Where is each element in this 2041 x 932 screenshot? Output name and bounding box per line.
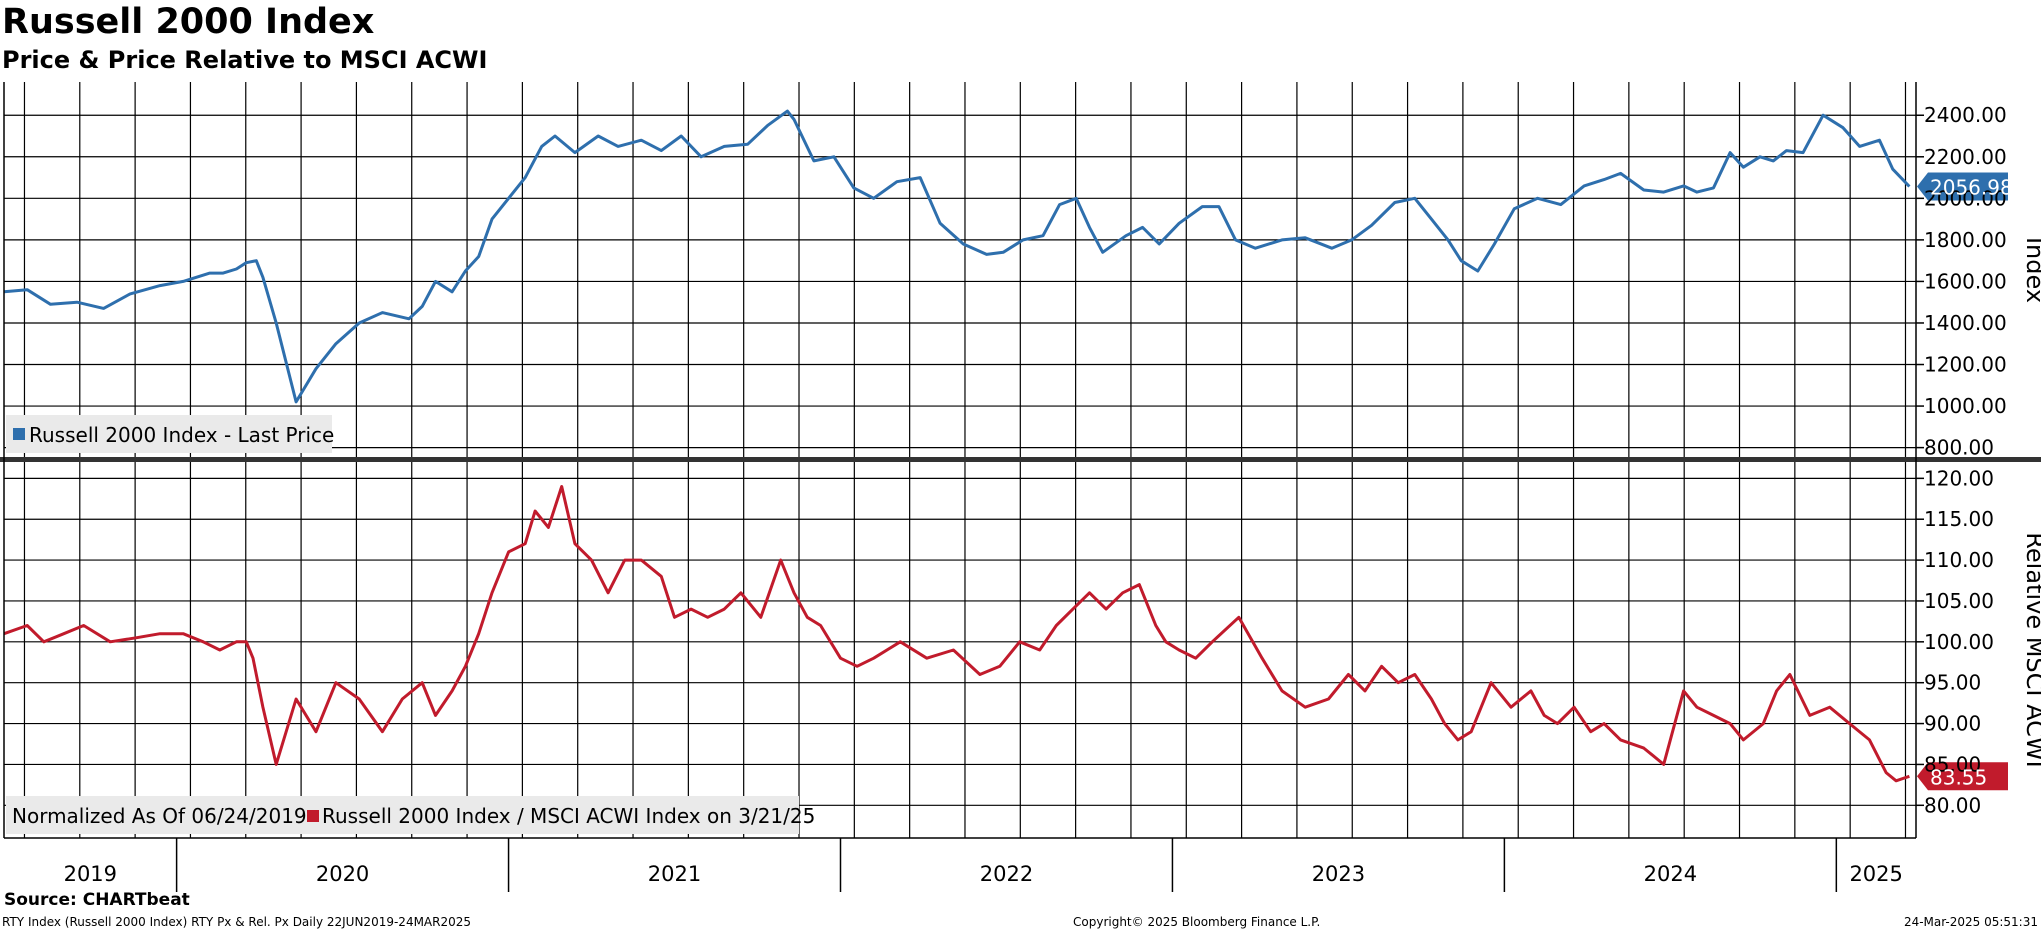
y-tick-label: 90.00 [1924,712,1981,736]
x-tick-label: 2019 [64,862,117,886]
relative-panel [3,477,2008,807]
footer-timestamp: 24-Mar-2025 05:51:31 [1903,915,2038,929]
x-tick-label: 2021 [648,862,701,886]
y-tick-label: 115.00 [1924,507,1994,531]
legend-normalized-note: Normalized As Of 06/24/2019 [12,804,307,828]
price-legend [6,415,332,453]
footer-series-info: RTY Index (Russell 2000 Index) RTY Px & … [2,915,472,929]
last-value-label: 83.55 [1930,765,1987,789]
x-tick-label: 2025 [1849,862,1902,886]
x-tick-label: 2022 [980,862,1033,886]
y-tick-label: 85.00 [1924,752,1981,776]
chart-title: Russell 2000 Index [2,2,375,42]
x-tick-label: 2024 [1644,862,1697,886]
y-tick-label: 2400.00 [1924,103,2007,127]
y-tick-label: 1000.00 [1924,394,2007,418]
legend-label: Russell 2000 Index / MSCI ACWI Index on … [322,804,815,828]
y-tick-label: 100.00 [1924,630,1994,654]
y-tick-label: 110.00 [1924,548,1994,572]
y-tick-label: 1400.00 [1924,311,2007,335]
legend-background [6,796,799,834]
last-value-tag [1917,172,2008,201]
chart-subtitle: Price & Price Relative to MSCI ACWI [2,46,488,74]
y-tick-label: 1800.00 [1924,228,2007,252]
y-tick-label: 2000.00 [1924,186,2007,210]
price-series-line [3,109,1911,404]
y-tick-label: 80.00 [1924,793,1981,817]
legend-background [6,415,332,453]
legend-swatch [13,428,25,440]
relative-legend [6,796,799,834]
legend-label: Russell 2000 Index - Last Price [29,423,334,447]
x-axis [175,838,1838,892]
last-value-tag [1917,762,2008,791]
y-tick-label: 1200.00 [1924,353,2007,377]
panel-divider [0,457,2041,462]
x-tick-label: 2020 [316,862,369,886]
y-tick-label: 800.00 [1924,436,1994,460]
y-tick-label: 95.00 [1924,671,1981,695]
x-tick-label: 2023 [1312,862,1365,886]
source-note: Source: CHARTbeat [4,890,190,910]
last-value-label: 2056.98 [1930,175,2013,199]
y-tick-label: 1600.00 [1924,269,2007,293]
relative-series-line [3,485,1910,783]
y-axis-label: Relative MSCI ACWI [2021,532,2041,767]
y-axis-label: Index [2021,237,2041,303]
footer-copyright: Copyright© 2025 Bloomberg Finance L.P. [1073,915,1321,929]
price-panel [3,109,2008,449]
y-tick-label: 120.00 [1924,466,1994,490]
y-tick-label: 2200.00 [1924,145,2007,169]
legend-swatch [307,810,319,822]
y-tick-label: 105.00 [1924,589,1994,613]
